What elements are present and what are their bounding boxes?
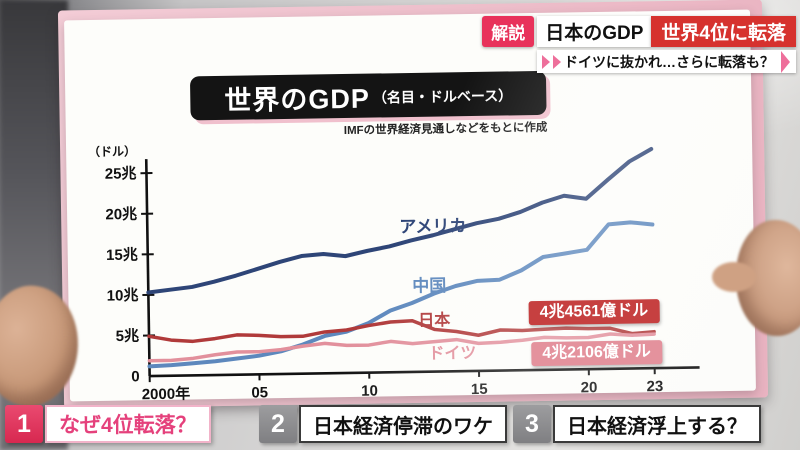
germany-value-badge: 4兆2106億ドル — [531, 340, 663, 367]
topic-item-3: 3 日本経済浮上する？ — [513, 403, 761, 445]
topic-label-2: 日本経済停滞のワケ — [299, 405, 507, 443]
y-axis — [144, 159, 151, 377]
y-tick-label: 15兆 — [106, 246, 138, 263]
y-axis-unit: （ドル） — [88, 143, 136, 159]
y-tick-label: 0 — [131, 368, 140, 385]
y-tick-label: 5兆 — [116, 328, 140, 345]
right-hand — [712, 220, 800, 336]
series-line-usa — [146, 147, 654, 295]
headline-overlay: 解説 日本のGDP 世界4位に転落 ドイツに抜かれ…さらに転落も？ — [482, 16, 796, 73]
topic-number-3: 3 — [513, 405, 551, 443]
topic-item-1: 1 なぜ4位転落？ — [5, 403, 211, 445]
series-label: アメリカ — [399, 216, 466, 236]
series-label: 中国 — [412, 275, 446, 296]
y-tick-label: 25兆 — [105, 165, 137, 182]
headline-row: 解説 日本のGDP 世界4位に転落 — [482, 16, 796, 47]
flip-board: 世界のGDP （名目・ドルベース） IMFの世界経済見通しなどをもとに作成 （ド… — [64, 9, 756, 403]
x-tick-label: 15 — [471, 381, 488, 398]
series-line-germany — [147, 332, 656, 363]
chevron-icon — [553, 54, 561, 69]
series-line-japan — [147, 319, 656, 344]
gdp-line-chart: （ドル） 0 5兆 10兆 15兆 20兆 25兆 2000年 05 10 15 20 23 アメリカ中国… — [88, 143, 700, 403]
series-label: 日本 — [418, 310, 450, 330]
source-note: IMFの世界経済見通しなどをもとに作成 — [343, 121, 548, 138]
arrow-icon — [781, 50, 790, 73]
x-tick-label: 2000年 — [142, 384, 191, 403]
headline-white: 日本のGDP — [537, 16, 652, 47]
y-tick-label: 20兆 — [105, 206, 137, 223]
x-tick-label: 10 — [361, 383, 378, 400]
x-tick-label: 23 — [646, 378, 663, 395]
topic-label-3: 日本経済浮上する？ — [553, 405, 761, 443]
y-tick-label: 10兆 — [107, 287, 139, 304]
chart-title-box: 世界のGDP （名目・ドルベース） — [189, 70, 547, 121]
topic-bar: 1 なぜ4位転落？ 2 日本経済停滞のワケ 3 日本経済浮上する？ — [0, 403, 800, 447]
subheadline-text: ドイツに抜かれ…さらに転落も？ — [564, 53, 774, 70]
topic-label-1: なぜ4位転落？ — [45, 405, 211, 443]
series-label: ドイツ — [428, 345, 476, 363]
series-line-china — [147, 220, 655, 369]
x-tick-label: 05 — [251, 384, 268, 401]
chart-title: 世界のGDP — [224, 83, 371, 116]
topic-number-1: 1 — [5, 405, 43, 443]
subheadline: ドイツに抜かれ…さらに転落も？ — [537, 50, 796, 73]
x-tick-label: 20 — [581, 379, 598, 396]
headline-red: 世界4位に転落 — [651, 16, 796, 47]
topic-item-2: 2 日本経済停滞のワケ — [259, 403, 507, 445]
x-axis — [149, 366, 700, 378]
japan-value-badge: 4兆4561億ドル — [528, 299, 660, 326]
kaisetsu-badge: 解説 — [482, 16, 535, 47]
topic-number-2: 2 — [259, 405, 297, 443]
chart-title-note: （名目・ドルベース） — [372, 87, 513, 106]
chevron-icon — [542, 54, 550, 69]
